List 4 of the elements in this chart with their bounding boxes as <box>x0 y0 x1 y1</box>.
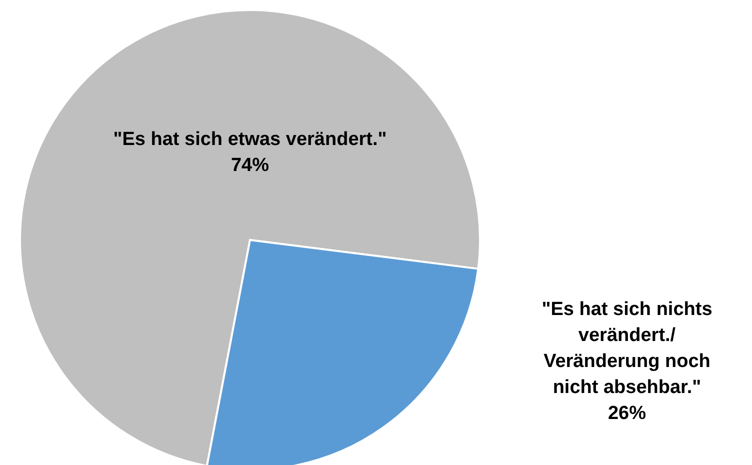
slice-label: "Es hat sich nichts verändert./ Veränderung noch nicht absehbar." <box>542 299 712 398</box>
data-label: 74% <box>230 155 270 176</box>
data-label: 26% <box>608 403 646 424</box>
slice-label: "Es hat sich etwas verändert." <box>113 129 387 150</box>
